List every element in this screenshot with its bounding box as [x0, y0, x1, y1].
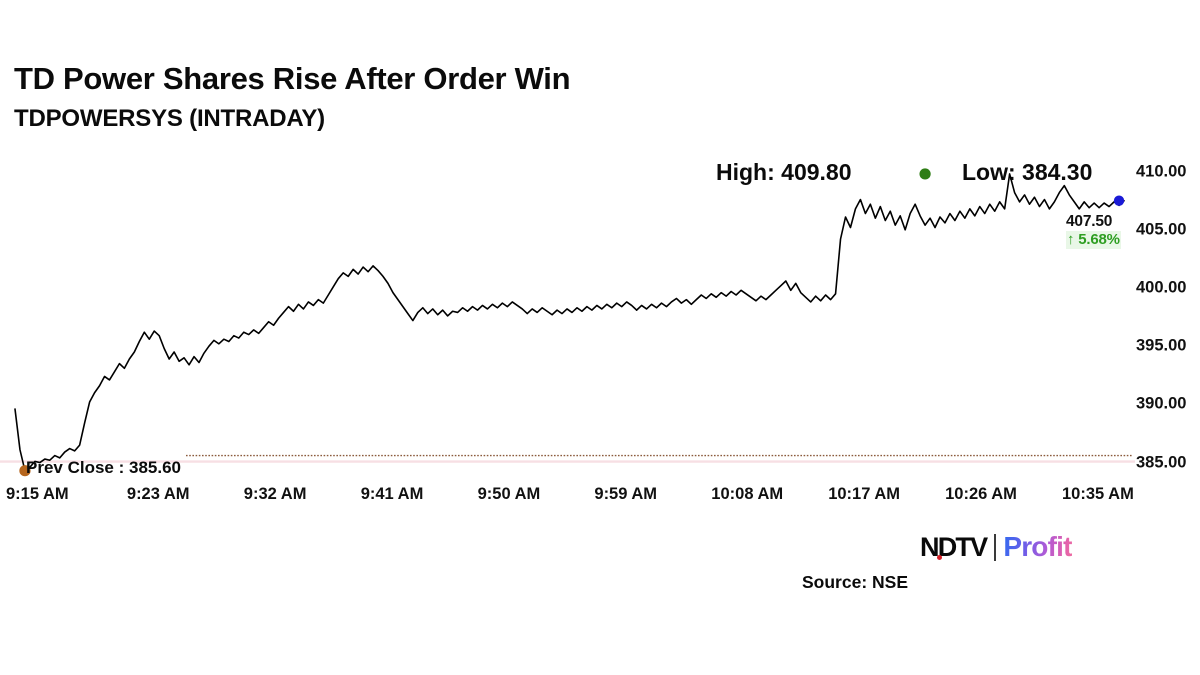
last-price-change: ↑ 5.68% — [1066, 230, 1121, 249]
x-axis-tick: 9:15 AM — [6, 485, 69, 503]
marker-day-high — [919, 168, 931, 180]
y-axis: 410.00 405.00 400.00 395.00 390.00 385.00 — [1136, 160, 1200, 485]
y-axis-tick: 385.00 — [1136, 453, 1187, 471]
y-axis-tick: 405.00 — [1136, 220, 1187, 239]
price-line-path — [14, 173, 1125, 472]
last-price-badge: 407.50 ↑ 5.68% — [1066, 213, 1121, 249]
price-chart-plot — [0, 160, 1135, 480]
source-attribution: Source: NSE — [802, 572, 908, 592]
logo-profit-text: Profit — [1003, 531, 1072, 562]
x-axis-tick: 9:41 AM — [360, 485, 424, 503]
last-price-value: 407.50 — [1066, 213, 1113, 230]
x-axis-tick: 10:26 AM — [945, 485, 1017, 503]
x-axis-tick: 10:35 AM — [1062, 485, 1134, 503]
y-axis-tick: 400.00 — [1136, 278, 1187, 297]
x-axis-tick: 9:59 AM — [594, 485, 658, 503]
marker-day-low — [19, 465, 31, 477]
logo-divider — [994, 533, 997, 561]
day-low-label: Low: 384.30 — [962, 159, 1093, 185]
x-axis-tick: 10:17 AM — [828, 485, 901, 503]
x-axis-tick: 10:08 AM — [711, 485, 784, 503]
y-axis-tick: 395.00 — [1136, 336, 1187, 355]
prev-close-label: Prev Close : 385.60 — [26, 458, 181, 477]
y-axis-tick: 390.00 — [1136, 394, 1187, 413]
chart-subtitle: TDPOWERSYS (INTRADAY) — [14, 105, 325, 133]
x-axis-tick: 9:32 AM — [243, 485, 307, 503]
day-high-label: High: 409.80 — [716, 159, 852, 185]
x-axis: 9:15 AM 9:23 AM 9:32 AM 9:41 AM 9:50 AM 9:59 … — [0, 485, 1135, 509]
chart-header: TD Power Shares Rise After Order Win TDP… — [14, 61, 814, 133]
logo-red-dot-icon — [937, 555, 942, 560]
y-axis-tick: 410.00 — [1136, 162, 1187, 181]
ndtv-profit-logo: NDTV Profit — [920, 530, 1072, 564]
logo-ndtv-text: NDTV — [920, 531, 988, 562]
page-title: TD Power Shares Rise After Order Win — [14, 61, 571, 96]
price-markers — [19, 168, 1125, 477]
x-axis-tick: 9:50 AM — [477, 485, 541, 503]
price-line-svg — [0, 168, 1135, 477]
prev-close-reference-line — [0, 454, 1135, 463]
x-axis-tick: 9:23 AM — [126, 485, 190, 503]
marker-last-price — [1113, 195, 1125, 206]
